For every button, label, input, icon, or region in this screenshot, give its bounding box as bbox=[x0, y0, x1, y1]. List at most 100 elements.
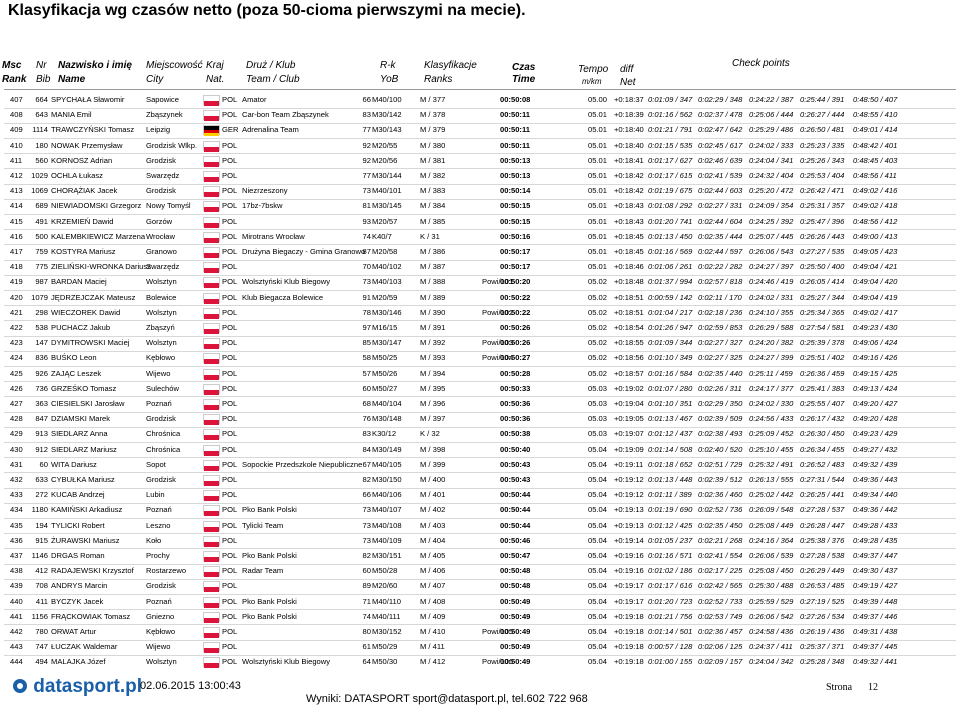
city: Wolsztyn bbox=[146, 307, 177, 317]
diff: +0:19:18 bbox=[614, 657, 644, 667]
cp3: 0:25:10 / 455 bbox=[749, 444, 794, 454]
time: 00:50:38 bbox=[500, 429, 531, 439]
flag-stripe bbox=[204, 232, 219, 238]
class-rank: M / 382 bbox=[420, 171, 446, 180]
cp2: 0:02:21 / 268 bbox=[698, 535, 743, 545]
name: BUŚKO Leon bbox=[51, 353, 97, 363]
city: Koło bbox=[146, 535, 162, 545]
bib: 1114 bbox=[32, 125, 48, 135]
cp5: 0:49:39 / 448 bbox=[853, 596, 898, 606]
flag bbox=[203, 110, 220, 122]
extra-rank: Powi/105 bbox=[482, 627, 514, 636]
city: Swarzędz bbox=[146, 171, 180, 180]
rank: 438 bbox=[10, 566, 23, 576]
cp1: 0:01:19 / 675 bbox=[648, 186, 693, 196]
nat: POL bbox=[222, 566, 238, 576]
cp2: 0:02:44 / 597 bbox=[698, 247, 743, 256]
name: GRZEŚKO Tomasz bbox=[51, 383, 117, 393]
rank: 418 bbox=[10, 262, 23, 272]
row-rule bbox=[4, 305, 956, 307]
flag-stripe bbox=[204, 359, 219, 365]
bib: 747 bbox=[35, 642, 48, 652]
flag-stripe bbox=[204, 617, 219, 623]
cp3: 0:25:08 / 450 bbox=[749, 566, 794, 576]
tempo: 05.04 bbox=[588, 596, 608, 606]
cp5: 0:49:23 / 430 bbox=[853, 323, 898, 332]
cp3: 0:24:04 / 342 bbox=[749, 657, 794, 667]
bib: 1069 bbox=[31, 186, 48, 196]
class-rank: M / 396 bbox=[420, 399, 446, 408]
name: ŁUCZAK Waldemar bbox=[51, 642, 118, 652]
nat: POL bbox=[222, 505, 238, 515]
name: ORWAT Artur bbox=[51, 627, 97, 636]
cp3: 0:25:07 / 445 bbox=[749, 231, 794, 241]
flag-stripe bbox=[204, 465, 219, 471]
tempo: 05.04 bbox=[588, 657, 608, 667]
rank: 435 bbox=[10, 520, 23, 530]
cp4: 0:27:28 / 538 bbox=[800, 551, 845, 560]
flag-stripe bbox=[204, 415, 219, 421]
flag-stripe bbox=[204, 597, 219, 603]
time: 00:50:43 bbox=[500, 475, 531, 484]
flag-stripe bbox=[204, 283, 219, 289]
cp3: 0:25:09 / 452 bbox=[749, 429, 794, 439]
cp2: 0:02:52 / 736 bbox=[698, 505, 743, 515]
cp2: 0:02:27 / 327 bbox=[698, 338, 743, 348]
cp4: 0:26:25 / 441 bbox=[800, 490, 845, 500]
time: 00:50:26 bbox=[500, 338, 531, 348]
time: 00:50:49 bbox=[500, 596, 531, 606]
cp4: 0:25:53 / 404 bbox=[800, 171, 845, 180]
flag-stripe bbox=[204, 268, 219, 274]
city: Lubin bbox=[146, 490, 165, 500]
row-rule bbox=[4, 563, 956, 565]
bib: 664 bbox=[35, 95, 48, 104]
time: 00:50:46 bbox=[500, 535, 531, 545]
flag bbox=[203, 444, 220, 456]
rank: 428 bbox=[10, 414, 23, 424]
cp3: 0:26:06 / 543 bbox=[749, 247, 794, 256]
cp2: 0:02:35 / 450 bbox=[698, 520, 743, 530]
cp5: 0:49:05 / 423 bbox=[853, 247, 898, 256]
header-diff-en: Net bbox=[620, 77, 636, 88]
name: BARDAN Maciej bbox=[51, 277, 107, 287]
bib: 411 bbox=[35, 596, 48, 606]
flag-stripe bbox=[204, 384, 219, 390]
yob: 91 bbox=[362, 292, 371, 302]
flag-stripe bbox=[204, 435, 219, 441]
flag-stripe bbox=[204, 313, 219, 319]
cp3: 0:24:16 / 364 bbox=[749, 535, 794, 545]
cp1: 0:01:09 / 344 bbox=[648, 338, 693, 348]
cp1: 0:01:10 / 351 bbox=[648, 399, 693, 408]
flag-stripe bbox=[204, 450, 219, 456]
yob: 78 bbox=[362, 307, 371, 317]
row-rule bbox=[4, 122, 956, 124]
flag-stripe bbox=[204, 177, 219, 182]
flag-stripe bbox=[204, 237, 219, 243]
diff: +0:19:11 bbox=[614, 459, 644, 469]
class-rank: K / 31 bbox=[420, 231, 440, 241]
flag-stripe bbox=[204, 369, 219, 375]
header-nat-en: Nat. bbox=[206, 74, 225, 85]
flag bbox=[203, 171, 220, 182]
yob: 97 bbox=[362, 323, 371, 332]
flag-stripe bbox=[204, 511, 219, 517]
category: K40/7 bbox=[372, 231, 392, 241]
row-rule bbox=[4, 624, 956, 626]
flag-stripe bbox=[204, 129, 219, 134]
category: M20/59 bbox=[372, 292, 398, 302]
cp1: 0:01:13 / 448 bbox=[648, 475, 693, 484]
category: M20/56 bbox=[372, 155, 398, 165]
row-rule bbox=[4, 411, 956, 413]
rank: 423 bbox=[10, 338, 23, 348]
extra-rank: Powi/104 bbox=[482, 353, 514, 363]
category: M30/143 bbox=[372, 125, 402, 135]
cp3: 0:24:25 / 392 bbox=[749, 216, 794, 226]
city: Wolsztyn bbox=[146, 657, 177, 667]
name: KUCAB Andrzej bbox=[51, 490, 105, 500]
flag bbox=[203, 140, 220, 152]
nat: POL bbox=[222, 399, 238, 408]
diff: +0:18:51 bbox=[614, 292, 644, 302]
cp2: 0:02:59 / 853 bbox=[698, 323, 743, 332]
tempo: 05.01 bbox=[588, 140, 608, 150]
rank: 411 bbox=[10, 155, 23, 165]
